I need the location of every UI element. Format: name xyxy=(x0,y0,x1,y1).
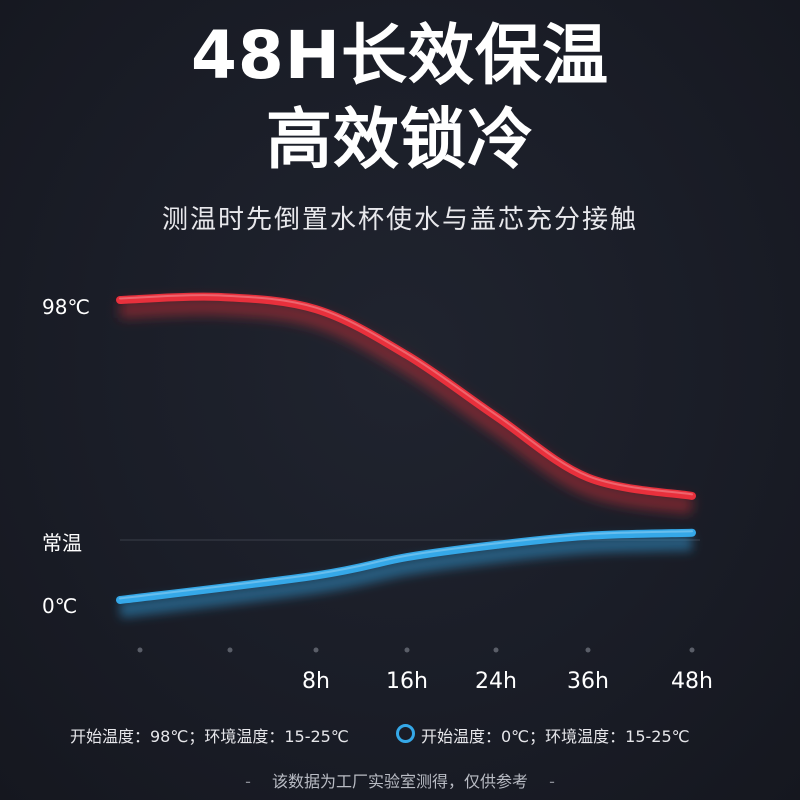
x-tick-label-8h: 8h xyxy=(302,669,330,694)
x-tick-label-24h: 24h xyxy=(475,669,517,694)
chart-series xyxy=(116,292,696,618)
axis-dot-5 xyxy=(585,647,591,653)
footer-text: 该数据为工厂实验室测得，仅供参考 xyxy=(271,772,528,791)
cold-series-glow xyxy=(119,534,693,618)
hot-series-glow xyxy=(119,298,694,514)
x-axis-dots xyxy=(137,647,695,653)
legend-hot-text: 开始温度：98℃；环境温度：15-25℃ xyxy=(70,727,349,746)
x-tick-label-48h: 48h xyxy=(671,669,713,694)
footer-note: - 该数据为工厂实验室测得，仅供参考 - xyxy=(0,768,800,792)
hot-series-line xyxy=(116,292,696,500)
axis-dot-4 xyxy=(493,647,499,653)
legend: 开始温度：98℃；环境温度：15-25℃ 开始温度：0℃；环境温度：15-25℃ xyxy=(0,720,800,748)
headline-line1: 48H长效保温 xyxy=(190,17,610,94)
hot-series-highlight xyxy=(119,294,693,496)
legend-cold-text: 开始温度：0℃；环境温度：15-25℃ xyxy=(421,727,690,746)
subtitle: 测温时先倒置水杯使水与盖芯充分接触 xyxy=(161,205,638,235)
footer-dash-left: - xyxy=(245,772,251,791)
y-label-hot: 98℃ xyxy=(42,295,90,319)
axis-dot-0 xyxy=(137,647,143,653)
x-tick-label-36h: 36h xyxy=(567,669,609,694)
headline-line2: 高效锁冷 xyxy=(266,101,534,178)
x-axis-ticks: 8h 16h 24h 36h 48h xyxy=(302,669,713,694)
legend-cold-marker-icon xyxy=(396,724,415,743)
cold-series-highlight xyxy=(119,530,693,600)
y-label-cold: 0℃ xyxy=(42,594,77,618)
x-tick-label-16h: 16h xyxy=(386,669,428,694)
cold-series-line xyxy=(116,528,696,604)
axis-dot-3 xyxy=(404,647,410,653)
axis-dot-1 xyxy=(227,647,233,653)
temperature-chart: 98℃ 常温 0℃ 8h 16h 24h 36h 48h xyxy=(42,292,713,694)
axis-dot-6 xyxy=(689,647,695,653)
axis-dot-2 xyxy=(313,647,319,653)
y-label-room: 常温 xyxy=(42,531,82,555)
footer-dash-right: - xyxy=(549,772,555,791)
